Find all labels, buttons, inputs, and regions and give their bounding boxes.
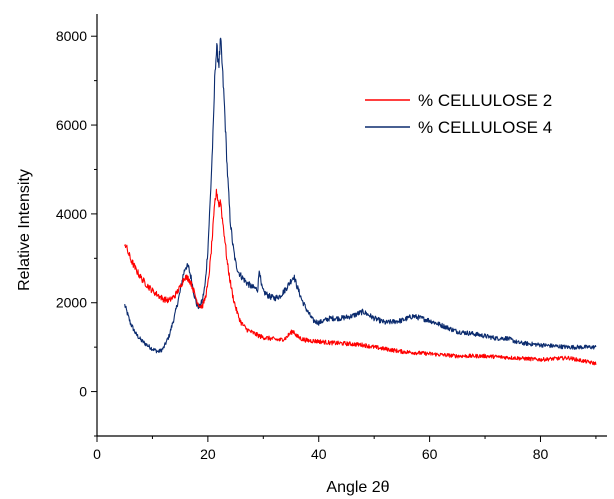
- y-tick-label: 6000: [56, 117, 87, 133]
- x-tick-labels: 0 20 40 60 80: [93, 446, 548, 462]
- x-tick-label: 40: [311, 446, 327, 462]
- y-axis-title: Relative Intensity: [16, 169, 33, 291]
- axes-frame: [96, 14, 607, 437]
- x-tick-label: 80: [533, 446, 549, 462]
- plot-series: [124, 37, 597, 366]
- legend-label-cellulose-4: % CELLULOSE 4: [418, 118, 552, 137]
- axis-ticks: [91, 35, 597, 442]
- legend: % CELLULOSE 2 % CELLULOSE 4: [365, 91, 552, 137]
- x-axis-title: Angle 2θ: [326, 479, 389, 496]
- legend-label-cellulose-2: % CELLULOSE 2: [418, 91, 552, 110]
- series-line-cellulose-2: [124, 188, 597, 366]
- y-tick-label: 4000: [56, 206, 87, 222]
- y-tick-label: 0: [79, 384, 87, 400]
- y-tick-labels: 0 2000 4000 6000 8000: [56, 28, 87, 399]
- y-tick-label: 2000: [56, 295, 87, 311]
- x-tick-label: 0: [93, 446, 101, 462]
- series-line-cellulose-4: [124, 37, 597, 354]
- x-tick-label: 20: [200, 446, 216, 462]
- y-tick-label: 8000: [56, 28, 87, 44]
- x-tick-label: 60: [422, 446, 438, 462]
